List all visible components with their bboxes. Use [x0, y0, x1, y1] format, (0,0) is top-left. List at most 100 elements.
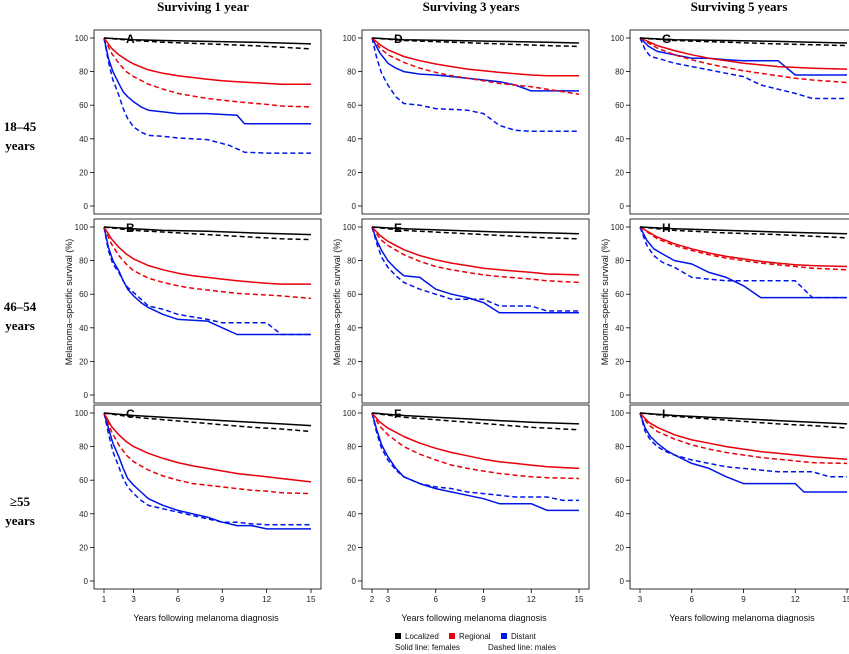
- series-line-localized-females: [371, 226, 580, 235]
- series-line-regional-females: [371, 226, 580, 276]
- y-tick-label: 100: [611, 223, 625, 232]
- series-line-localized-females: [103, 226, 312, 236]
- panel-letter: F: [394, 407, 401, 421]
- y-tick-label: 0: [352, 202, 357, 211]
- x-axis-title-col3: Years following melanoma diagnosis: [669, 613, 815, 623]
- y-tick-label: 40: [347, 510, 356, 519]
- x-tick-label: 9: [481, 595, 486, 604]
- y-tick-label: 20: [347, 357, 356, 366]
- series-line-distant-males: [103, 37, 311, 154]
- x-tick-label: 12: [262, 595, 271, 604]
- y-tick-label: 60: [615, 476, 624, 485]
- series-line-distant-females: [103, 226, 311, 336]
- y-tick-label: 20: [615, 543, 624, 552]
- series-line-regional-males: [371, 412, 580, 480]
- y-tick-label: 40: [79, 135, 88, 144]
- series-line-regional-males: [639, 37, 848, 84]
- panel-frame: [93, 218, 322, 404]
- series-line-localized-females: [371, 412, 580, 425]
- series-line-distant-males: [639, 226, 847, 299]
- series-line-distant-females: [371, 226, 579, 314]
- y-tick-label: 80: [615, 443, 624, 452]
- series-line-localized-males: [639, 226, 848, 239]
- legend-label-distant: Distant: [511, 632, 537, 641]
- column-title-1: Surviving 1 year: [157, 0, 249, 14]
- legend-note-dashed: Dashed line: males: [488, 643, 556, 652]
- column-title-2: Surviving 3 years: [423, 0, 520, 14]
- y-tick-label: 20: [615, 357, 624, 366]
- panel-frame: [361, 29, 590, 215]
- y-tick-label: 0: [620, 202, 625, 211]
- panel-frame: [361, 404, 590, 590]
- series-line-distant-males: [371, 37, 579, 132]
- y-tick-label: 100: [75, 34, 89, 43]
- panel-frame: [93, 29, 322, 215]
- y-tick-label: 20: [79, 168, 88, 177]
- series-line-distant-males: [371, 226, 579, 312]
- y-tick-label: 0: [352, 577, 357, 586]
- y-tick-label: 40: [347, 324, 356, 333]
- x-tick-label: 6: [690, 595, 695, 604]
- series-line-localized-males: [103, 37, 312, 50]
- series-line-localized-males: [103, 226, 312, 241]
- y-tick-label: 60: [615, 101, 624, 110]
- y-tick-label: 80: [347, 443, 356, 452]
- legend-note-solid: Solid line: females: [395, 643, 460, 652]
- y-tick-label: 40: [615, 135, 624, 144]
- y-tick-label: 60: [615, 290, 624, 299]
- series-line-localized-females: [639, 412, 848, 425]
- x-tick-label: 3: [386, 595, 391, 604]
- series-line-localized-males: [371, 412, 580, 431]
- series-line-regional-males: [103, 226, 312, 300]
- y-tick-label: 0: [84, 391, 89, 400]
- x-tick-label: 15: [843, 595, 849, 604]
- y-tick-label: 20: [79, 357, 88, 366]
- x-tick-label: 9: [220, 595, 225, 604]
- y-tick-label: 100: [611, 409, 625, 418]
- series-line-regional-males: [103, 412, 312, 495]
- x-tick-label: 2: [370, 595, 375, 604]
- series-line-localized-females: [103, 412, 312, 427]
- panel-C: 0 20 40 60 80 100 1 3 6 9 12 15 C: [75, 404, 322, 604]
- panel-frame: [361, 218, 590, 404]
- row-label-3-age: ≥55: [10, 494, 31, 509]
- series-line-distant-males: [103, 412, 311, 526]
- y-tick-label: 80: [615, 257, 624, 266]
- series-line-distant-females: [639, 226, 847, 299]
- y-tick-label: 20: [347, 543, 356, 552]
- y-axis-title-col2: Melanoma–specific survival (%): [332, 239, 342, 366]
- series-line-distant-males: [639, 37, 847, 100]
- row-label-1-unit: years: [5, 138, 35, 153]
- row-label-1-age: 18–45: [4, 119, 37, 134]
- y-tick-label: 80: [79, 68, 88, 77]
- y-tick-label: 80: [79, 443, 88, 452]
- series-line-regional-females: [103, 226, 311, 285]
- series-line-regional-females: [103, 412, 312, 483]
- series-line-regional-males: [639, 226, 848, 271]
- x-tick-label: 6: [433, 595, 438, 604]
- y-tick-label: 40: [347, 135, 356, 144]
- series-line-localized-females: [639, 226, 848, 235]
- series-line-localized-males: [103, 412, 312, 433]
- row-label-3-unit: years: [5, 513, 35, 528]
- y-tick-label: 60: [79, 476, 88, 485]
- y-tick-label: 80: [79, 257, 88, 266]
- y-tick-label: 100: [75, 223, 89, 232]
- legend-label-localized: Localized: [405, 632, 439, 641]
- series-line-distant-females: [639, 412, 847, 493]
- y-tick-label: 100: [611, 34, 625, 43]
- x-tick-label: 6: [176, 595, 181, 604]
- y-tick-label: 20: [347, 168, 356, 177]
- x-tick-label: 12: [527, 595, 536, 604]
- y-tick-label: 0: [620, 391, 625, 400]
- x-tick-label: 3: [131, 595, 136, 604]
- y-axis-title-col1: Melanoma–specific survival (%): [64, 239, 74, 366]
- y-tick-label: 0: [620, 577, 625, 586]
- series-line-distant-males: [371, 412, 579, 502]
